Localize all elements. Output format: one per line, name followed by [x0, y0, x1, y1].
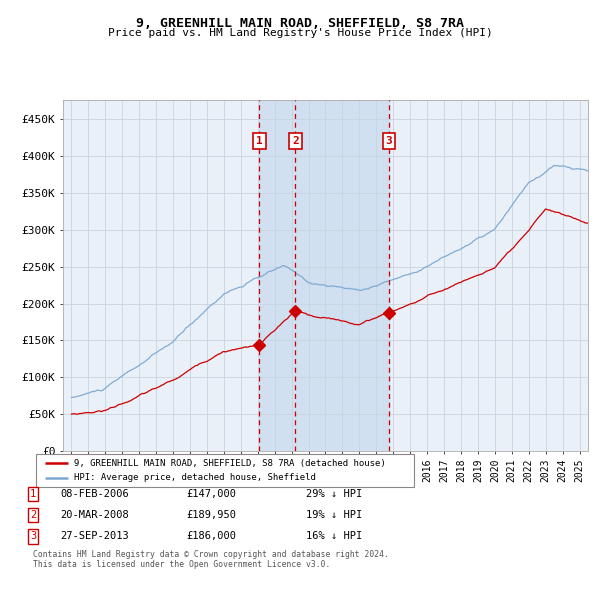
Text: 2: 2 [292, 136, 299, 146]
Bar [259, 100, 389, 451]
Text: 16% ↓ HPI: 16% ↓ HPI [306, 532, 362, 541]
Text: 1: 1 [256, 136, 263, 146]
Text: 08-FEB-2006: 08-FEB-2006 [60, 489, 129, 499]
Text: 9, GREENHILL MAIN ROAD, SHEFFIELD, S8 7RA (detached house): 9, GREENHILL MAIN ROAD, SHEFFIELD, S8 7R… [74, 458, 386, 467]
Text: 1: 1 [30, 489, 36, 499]
Text: 9, GREENHILL MAIN ROAD, SHEFFIELD, S8 7RA: 9, GREENHILL MAIN ROAD, SHEFFIELD, S8 7R… [136, 17, 464, 30]
Text: This data is licensed under the Open Government Licence v3.0.: This data is licensed under the Open Gov… [33, 560, 331, 569]
Text: 20-MAR-2008: 20-MAR-2008 [60, 510, 129, 520]
Text: 3: 3 [386, 136, 392, 146]
Text: £189,950: £189,950 [186, 510, 236, 520]
FancyBboxPatch shape [36, 454, 414, 487]
Text: 2: 2 [30, 510, 36, 520]
Text: 3: 3 [30, 532, 36, 541]
Text: £186,000: £186,000 [186, 532, 236, 541]
Text: £147,000: £147,000 [186, 489, 236, 499]
Text: Price paid vs. HM Land Registry's House Price Index (HPI): Price paid vs. HM Land Registry's House … [107, 28, 493, 38]
Text: 19% ↓ HPI: 19% ↓ HPI [306, 510, 362, 520]
Text: 27-SEP-2013: 27-SEP-2013 [60, 532, 129, 541]
Text: Contains HM Land Registry data © Crown copyright and database right 2024.: Contains HM Land Registry data © Crown c… [33, 550, 389, 559]
Text: HPI: Average price, detached house, Sheffield: HPI: Average price, detached house, Shef… [74, 474, 316, 483]
Text: 29% ↓ HPI: 29% ↓ HPI [306, 489, 362, 499]
